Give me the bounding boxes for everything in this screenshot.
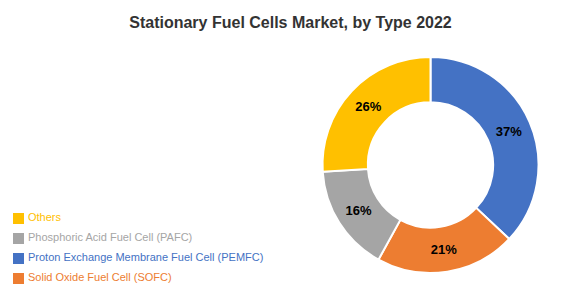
- html-text:Others: Others: [28, 211, 61, 223]
- svg-text:21%: 21%: [431, 242, 457, 257]
- svg-text:16%: 16%: [345, 203, 371, 218]
- svg-text:26%: 26%: [355, 99, 381, 114]
- svg-text:37%: 37%: [496, 124, 522, 139]
- html-text:Phosphoric Acid Fuel Cell (PAF: Phosphoric Acid Fuel Cell (PAFC): [28, 231, 193, 243]
- html-text:Stationary Fuel Cells Market,: Stationary Fuel Cells Market, by Type 20…: [129, 14, 452, 31]
- html-text:Proton Exchange Membrane Fuel: Proton Exchange Membrane Fuel Cell (PEMF…: [28, 251, 264, 263]
- html-text:Solid Oxide Fuel Cell (SOFC): Solid Oxide Fuel Cell (SOFC): [28, 271, 172, 283]
